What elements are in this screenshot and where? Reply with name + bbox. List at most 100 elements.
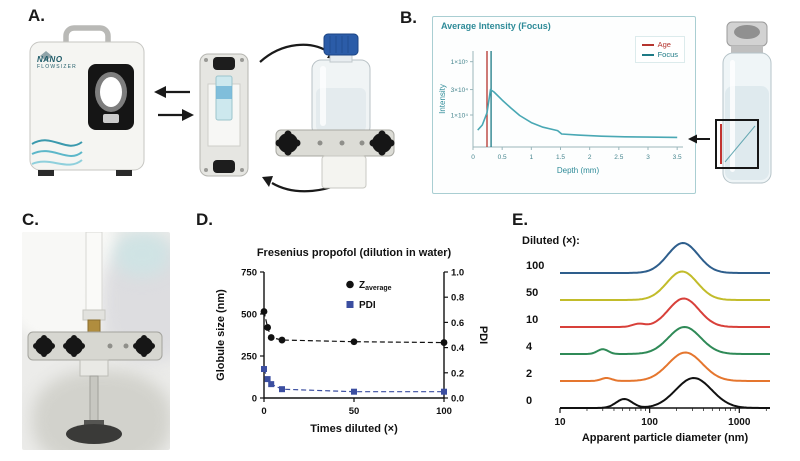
left-tick-label: 500	[241, 310, 257, 321]
x-tick-label: 100	[436, 406, 452, 417]
panel-a-label: A.	[28, 6, 45, 25]
legend-marker	[346, 280, 354, 289]
support-rod	[89, 375, 99, 423]
black-knob	[33, 335, 55, 357]
clamp-knob-top	[213, 57, 235, 70]
vial-crimp	[731, 46, 763, 54]
wave-decoration	[31, 159, 83, 166]
PDI-point	[279, 386, 285, 393]
distribution-curve-100	[560, 242, 770, 274]
Zaverage-point	[350, 338, 358, 346]
brand-logo-mark	[40, 51, 52, 61]
PDI-point	[351, 388, 357, 395]
clamp-assembly	[27, 232, 163, 444]
series-label-0: 0	[526, 395, 532, 407]
series-label-100: 100	[526, 260, 544, 272]
Zaverage-point	[260, 308, 268, 315]
scan-diagonal-line	[724, 125, 756, 163]
distribution-curve-4	[560, 326, 770, 355]
legend-label: Age	[657, 40, 671, 49]
flow-cell-mount-photo	[22, 232, 170, 450]
Zaverage-point	[440, 339, 448, 346]
age-line-swatch	[641, 43, 654, 46]
x-tick-label: 0	[471, 154, 475, 161]
left-tick-label: 750	[241, 268, 257, 279]
x-tick-label: 50	[349, 406, 360, 417]
black-knob	[133, 335, 155, 357]
arrow-right-head-icon	[182, 109, 194, 121]
instrument-foot	[38, 170, 54, 176]
software-window: Average Intensity (Focus) Age Focus 1×10…	[432, 16, 696, 194]
bottle-highlight	[320, 66, 326, 126]
dilution-axes	[263, 272, 445, 399]
series-label-4: 4	[526, 341, 533, 353]
PDI-line	[263, 368, 444, 393]
flow-cell-holder	[199, 53, 249, 177]
curved-arrow-bottom-head-icon	[262, 176, 273, 187]
x-tick-label: 10	[554, 417, 566, 428]
Zaverage-point	[264, 324, 271, 331]
distribution-curve-2	[560, 351, 770, 382]
x-tick-label: 2	[588, 154, 592, 161]
plot-title: Average Intensity (Focus)	[441, 21, 551, 31]
bolt	[359, 140, 365, 146]
legend-label: PDI	[359, 300, 376, 311]
right-axis-label: PDI	[477, 326, 489, 344]
arrow-to-plot-icon	[688, 134, 710, 144]
left-tick-label: 250	[241, 352, 257, 363]
x-tick-label: 0	[261, 406, 266, 417]
brass-fitting	[87, 319, 101, 333]
left-tick-label: 0	[252, 394, 257, 405]
x-tick-label: 1.5	[556, 154, 565, 161]
x-tick-label: 0.5	[498, 154, 507, 161]
vial-highlight	[730, 60, 735, 172]
star-knob-right	[369, 130, 395, 156]
propofol-dilution-chart: Fresenius propofol (dilution in water) 0 2…	[215, 247, 489, 435]
right-tick-label: 0.8	[451, 293, 464, 304]
photo-background-blur	[114, 232, 170, 276]
setup-photo-illustration	[29, 25, 395, 193]
tube-fitting	[82, 309, 106, 321]
sample-vial-photo	[715, 21, 772, 184]
PDI-point	[441, 388, 447, 395]
screw	[240, 168, 244, 172]
sample-vial-glow	[100, 77, 122, 107]
PDI-point	[261, 366, 267, 373]
Zaverage-point	[278, 336, 286, 344]
plot-legend: Age Focus	[634, 36, 685, 63]
arrow-left-head-icon	[154, 86, 166, 98]
star-knob-left	[275, 130, 301, 156]
stand-base	[66, 424, 122, 444]
legend-marker	[346, 301, 354, 308]
x-tick-label: 1000	[728, 417, 751, 428]
cuvette-label	[216, 86, 232, 99]
Zaverage-point	[267, 334, 275, 341]
distribution-curve-0	[560, 377, 770, 409]
exchange-arrows	[154, 86, 194, 121]
legend-item-age: Age	[641, 40, 678, 49]
bottle-cap	[323, 33, 359, 56]
PDI-point	[268, 381, 275, 388]
focus-line-swatch	[641, 53, 654, 56]
x-axis-label: Times diluted (×)	[310, 423, 398, 435]
instrument-foot	[116, 170, 132, 176]
series-label-2: 2	[526, 368, 532, 380]
left-axis-label: Globule size (nm)	[215, 289, 227, 381]
inlet-tube	[85, 232, 103, 317]
screw	[240, 58, 244, 62]
screw	[204, 58, 208, 62]
black-knob	[63, 335, 85, 357]
vial-septum	[734, 25, 760, 39]
legend-item-focus: Focus	[641, 50, 678, 59]
x-tick-label: 2.5	[614, 154, 623, 161]
bolt	[107, 343, 113, 349]
wave-decoration	[31, 139, 83, 147]
right-tick-label: 0.6	[451, 318, 464, 329]
legend-label: Zaverage	[359, 280, 392, 292]
screw	[204, 168, 208, 172]
bolt	[339, 140, 345, 146]
panel-b-label: B.	[400, 8, 417, 27]
focus-depth-plot: 1×10⁵ 3×10⁴ 1×10⁴ 0 0.5 1 1.5 2 2.5 3 3.5 Depth (mm…	[438, 51, 683, 175]
series-label-10: 10	[526, 314, 538, 326]
